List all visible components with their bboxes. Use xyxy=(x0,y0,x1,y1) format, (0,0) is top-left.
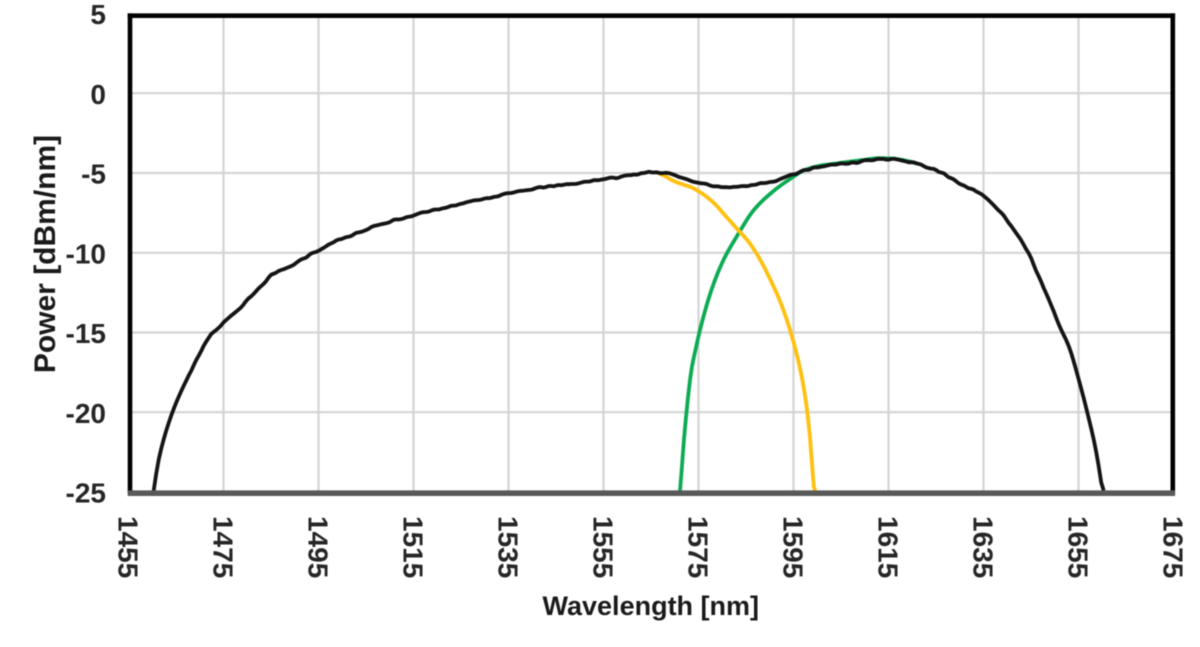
svg-text:1555: 1555 xyxy=(587,516,618,578)
svg-text:1455: 1455 xyxy=(112,516,143,578)
svg-text:1615: 1615 xyxy=(872,516,903,578)
svg-text:-5: -5 xyxy=(81,159,106,190)
svg-text:-20: -20 xyxy=(66,398,106,429)
svg-text:1515: 1515 xyxy=(397,516,428,578)
svg-text:1595: 1595 xyxy=(777,516,808,578)
svg-text:-15: -15 xyxy=(66,318,106,349)
svg-text:1675: 1675 xyxy=(1157,516,1188,578)
svg-text:1635: 1635 xyxy=(967,516,998,578)
svg-text:0: 0 xyxy=(90,79,106,110)
svg-text:5: 5 xyxy=(90,0,106,30)
svg-text:1535: 1535 xyxy=(492,516,523,578)
svg-text:1655: 1655 xyxy=(1062,516,1093,578)
svg-text:Wavelength [nm]: Wavelength [nm] xyxy=(543,591,760,621)
svg-text:-10: -10 xyxy=(66,238,106,269)
svg-text:-25: -25 xyxy=(66,478,106,509)
svg-text:Power [dBm/nm]: Power [dBm/nm] xyxy=(29,135,62,373)
svg-text:1575: 1575 xyxy=(682,516,713,578)
svg-text:1475: 1475 xyxy=(207,516,238,578)
svg-text:1495: 1495 xyxy=(302,516,333,578)
